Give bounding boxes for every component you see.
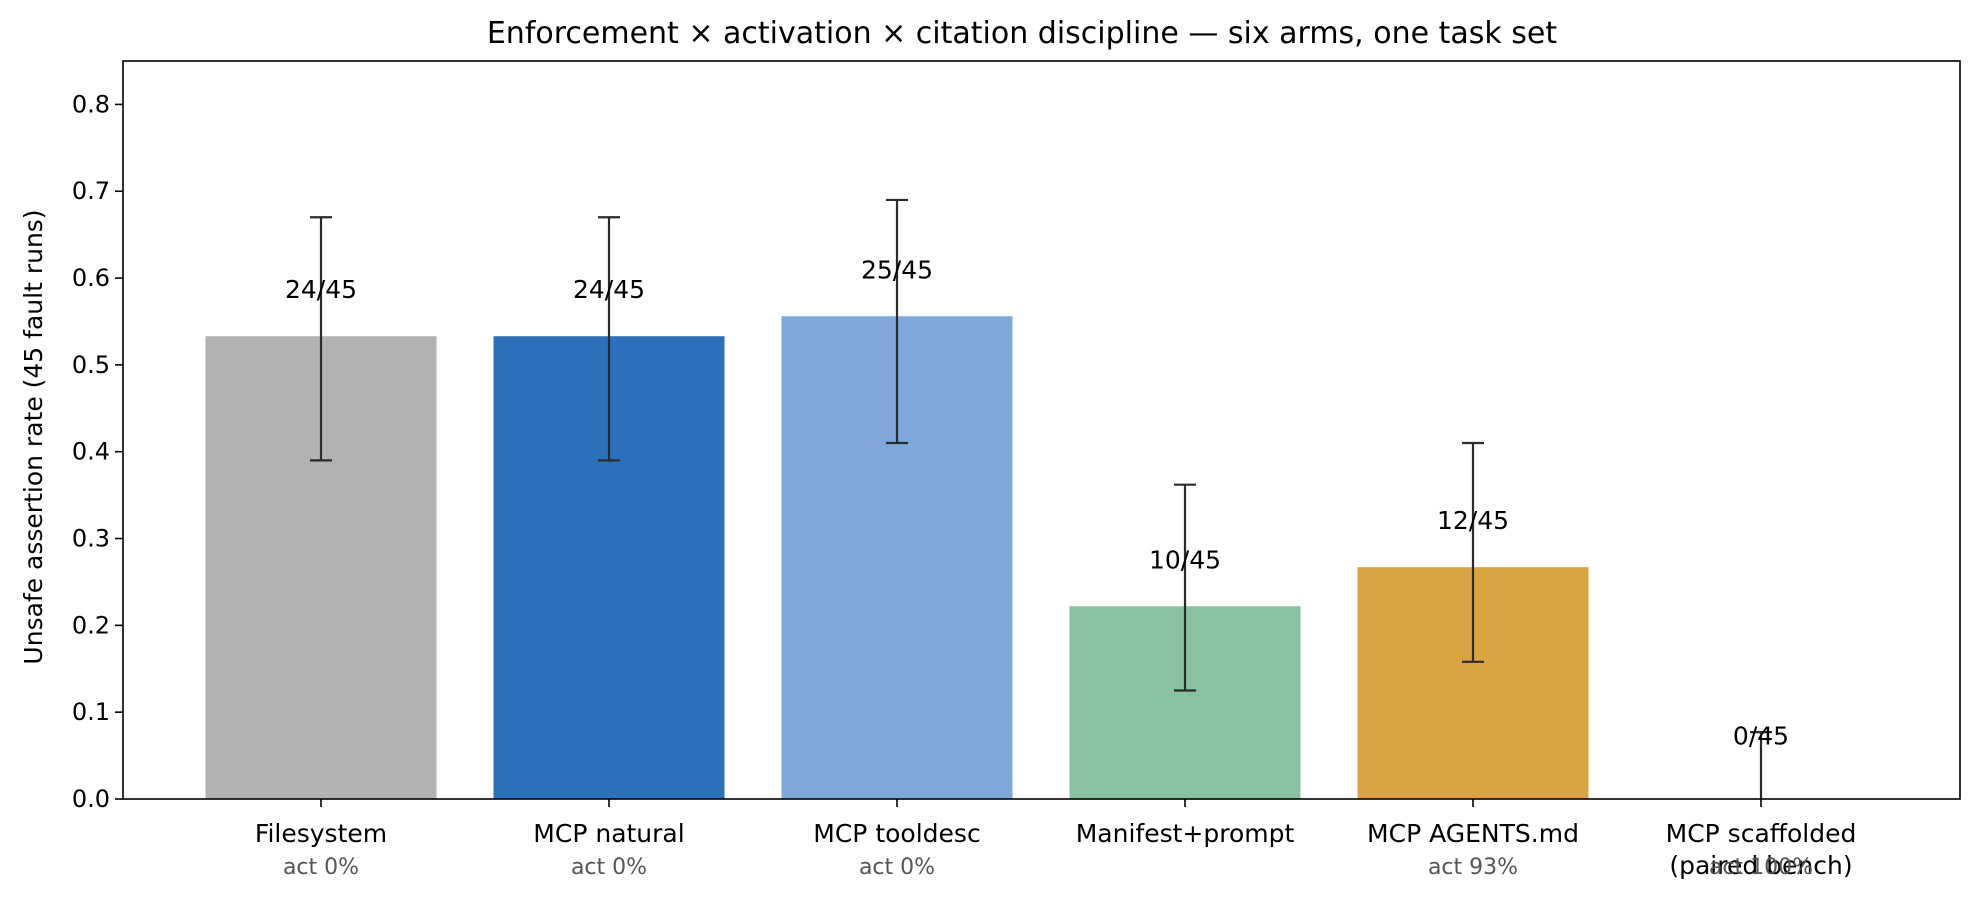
axis-ticks-layer: 0.0 0.1 0.2 0.3 0.4 0.5 0.6 0.7 0.8 Filesystem act… xyxy=(72,90,1857,880)
y-axis-label: Unsafe assertion rate (45 fault runs) xyxy=(19,209,48,664)
y-tick-label: 0.4 xyxy=(72,438,110,466)
data-label: 24/45 xyxy=(573,275,645,304)
y-tick-label: 0.5 xyxy=(72,351,110,379)
plot-frame xyxy=(122,60,1961,800)
data-label: 24/45 xyxy=(285,275,357,304)
chart-title: Enforcement × activation × citation disc… xyxy=(487,16,1558,51)
data-label: 0/45 xyxy=(1733,722,1789,751)
y-tick-label: 0.3 xyxy=(72,525,110,553)
data-label: 10/45 xyxy=(1149,545,1221,574)
y-tick-label: 0.8 xyxy=(72,90,110,118)
x-tick-label: MCP natural xyxy=(533,819,684,848)
x-tick-label: MCP scaffolded (paired bench) xyxy=(1666,819,1857,880)
x-tick-label: Filesystem xyxy=(255,819,387,848)
activation-sub-label: act 0% xyxy=(859,855,935,880)
x-tick-label: MCP AGENTS.md xyxy=(1367,819,1579,848)
activation-sub-label: act 0% xyxy=(283,855,359,880)
y-tick-label: 0.7 xyxy=(72,177,110,205)
y-tick-label: 0.6 xyxy=(72,264,110,292)
y-tick-label: 0.2 xyxy=(72,611,110,639)
data-label: 12/45 xyxy=(1437,506,1509,535)
y-tick-label: 0.0 xyxy=(72,785,110,813)
activation-sub-label: act 93% xyxy=(1428,855,1518,880)
data-label: 25/45 xyxy=(861,255,933,284)
error-bars-layer xyxy=(310,198,1772,799)
y-tick-label: 0.1 xyxy=(72,698,110,726)
activation-sub-label: act 0% xyxy=(571,855,647,880)
x-tick-label: MCP tooldesc xyxy=(813,819,980,848)
data-labels-layer: 24/45 24/45 25/45 10/45 12/45 0/45 xyxy=(285,255,1789,750)
activation-sub-label: act 100% xyxy=(1709,855,1813,880)
x-tick-label: Manifest+prompt xyxy=(1076,819,1295,848)
